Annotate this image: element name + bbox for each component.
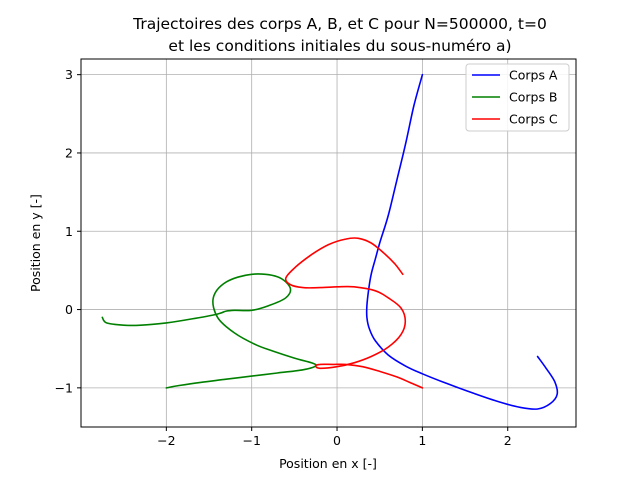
x-tick-label: 2 [504, 433, 512, 448]
y-tick-label: −1 [55, 380, 73, 395]
y-tick-label: 0 [65, 302, 73, 317]
x-tick-label: −1 [242, 433, 260, 448]
chart-subtitle: et les conditions initiales du sous-numé… [168, 37, 511, 55]
series-lines [101, 73, 559, 410]
legend-label: Corps A [509, 68, 558, 83]
x-tick-label: 1 [418, 433, 426, 448]
plot-frame [80, 58, 577, 428]
y-axis-label: Position en y [-] [28, 194, 43, 292]
y-tick-label: 3 [65, 67, 73, 82]
x-axis-label: Position en x [-] [279, 456, 377, 471]
series-line-1 [365, 73, 559, 410]
legend-label: Corps B [509, 90, 558, 105]
series-line-3 [284, 237, 424, 389]
legend-label: Corps C [509, 112, 558, 127]
x-tick-label: 0 [333, 433, 341, 448]
x-tick-label: −2 [157, 433, 175, 448]
legend: Corps A Corps B Corps C [465, 63, 570, 132]
y-tick-label: 1 [65, 224, 73, 239]
chart-title: Trajectoires des corps A, B, et C pour N… [132, 15, 547, 33]
series-line-2 [101, 273, 317, 389]
y-tick-label: 2 [65, 145, 73, 160]
axis-ticks: −2 −1 0 1 2 −1 0 1 2 3 [55, 67, 512, 448]
legend-box [465, 63, 570, 132]
